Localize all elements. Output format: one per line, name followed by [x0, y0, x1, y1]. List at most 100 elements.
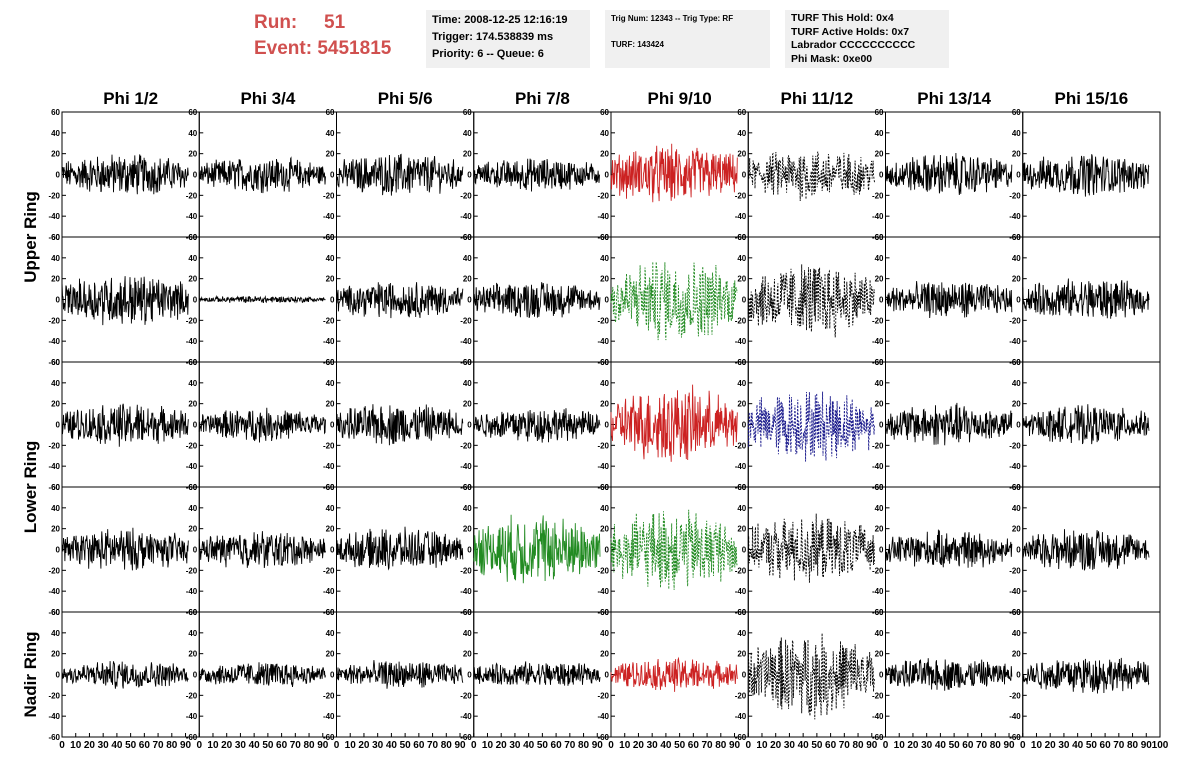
y-tick-label: -20	[872, 191, 884, 200]
y-tick-label: 20	[51, 275, 60, 284]
x-tick-label: 50	[811, 740, 823, 751]
y-tick-label: 20	[51, 150, 60, 159]
x-tick-label: 30	[921, 740, 933, 751]
x-tick-label: 50	[1086, 740, 1098, 751]
y-tick-label: 20	[326, 525, 335, 534]
y-tick-label: -20	[48, 316, 60, 325]
y-tick-label: 20	[1012, 275, 1021, 284]
x-tick-label: 90	[1141, 740, 1153, 751]
x-tick-label: 50	[125, 740, 137, 751]
y-tick-label: 60	[1012, 608, 1021, 617]
waveform-trace	[473, 514, 601, 584]
y-tick-label: 20	[600, 525, 609, 534]
y-tick-label: 0	[1016, 671, 1021, 680]
waveform-trace	[198, 531, 326, 569]
y-tick-label: 40	[600, 129, 609, 138]
y-tick-label: 40	[600, 254, 609, 263]
y-tick-label: 40	[875, 254, 884, 263]
y-tick-label: -40	[323, 712, 335, 721]
y-tick-label: -40	[597, 212, 609, 221]
y-tick-label: 20	[188, 525, 197, 534]
y-tick-label: 0	[605, 546, 610, 555]
y-tick-label: -40	[735, 212, 747, 221]
waveform-trace	[1022, 154, 1150, 197]
y-tick-label: -40	[872, 587, 884, 596]
waveform-trace	[1022, 404, 1150, 445]
y-tick-label: 0	[467, 421, 472, 430]
x-tick-label: 10	[1031, 740, 1043, 751]
y-tick-label: -20	[735, 441, 747, 450]
x-tick-label: 60	[1100, 740, 1112, 751]
x-tick-label: 30	[509, 740, 521, 751]
y-tick-label: 60	[600, 108, 609, 117]
column-title: Phi 9/10	[647, 89, 711, 108]
x-tick-label: 80	[578, 740, 590, 751]
waveform-trace	[610, 384, 738, 462]
waveform-trace	[61, 276, 189, 326]
y-tick-label: 0	[742, 171, 747, 180]
y-tick-label: 60	[463, 358, 472, 367]
y-tick-label: -60	[48, 733, 60, 742]
x-tick-label: 60	[962, 740, 974, 751]
column-title: Phi 13/14	[917, 89, 991, 108]
time-text: Time: 2008-12-25 12:16:19	[432, 14, 568, 26]
y-tick-label: 60	[188, 608, 197, 617]
y-tick-label: 60	[1012, 358, 1021, 367]
y-tick-label: 60	[51, 608, 60, 617]
y-tick-label: -20	[186, 191, 198, 200]
y-tick-label: 20	[875, 400, 884, 409]
y-tick-label: 60	[875, 483, 884, 492]
y-tick-label: -40	[735, 337, 747, 346]
x-tick-label: 80	[852, 740, 864, 751]
x-tick-label: 30	[372, 740, 384, 751]
x-tick-label: 40	[111, 740, 123, 751]
y-tick-label: -60	[735, 733, 747, 742]
y-tick-label: 40	[600, 629, 609, 638]
x-tick-label: 70	[839, 740, 851, 751]
x-tick-label: 70	[427, 740, 439, 751]
x-tick-label: 80	[441, 740, 453, 751]
y-tick-label: 40	[737, 129, 746, 138]
y-tick-label: -20	[597, 691, 609, 700]
y-tick-label: 0	[56, 671, 61, 680]
y-tick-label: -40	[597, 462, 609, 471]
y-tick-label: -60	[1009, 733, 1021, 742]
y-tick-label: 20	[737, 275, 746, 284]
y-tick-label: 20	[600, 400, 609, 409]
y-tick-label: -40	[48, 712, 60, 721]
y-tick-label: -40	[186, 212, 198, 221]
waveform-trace	[610, 143, 738, 203]
y-tick-label: 60	[188, 483, 197, 492]
y-tick-label: 60	[1012, 108, 1021, 117]
y-tick-label: 0	[879, 421, 884, 430]
y-tick-label: 20	[463, 400, 472, 409]
y-tick-label: -60	[597, 733, 609, 742]
y-tick-label: -20	[1009, 691, 1021, 700]
y-tick-label: 60	[737, 608, 746, 617]
x-tick-label: 10	[207, 740, 219, 751]
y-tick-label: 40	[875, 629, 884, 638]
y-tick-label: 20	[326, 150, 335, 159]
y-tick-label: -20	[872, 316, 884, 325]
y-tick-label: 40	[737, 379, 746, 388]
x-tick-label: 30	[1058, 740, 1070, 751]
waveform-trace	[336, 526, 464, 571]
y-tick-label: 20	[1012, 525, 1021, 534]
x-tick-label: 20	[84, 740, 96, 751]
y-tick-label: 20	[463, 650, 472, 659]
y-tick-label: 60	[326, 108, 335, 117]
x-tick-label: 50	[400, 740, 412, 751]
y-tick-label: 0	[605, 671, 610, 680]
y-tick-label: 60	[463, 233, 472, 242]
y-tick-label: 60	[463, 108, 472, 117]
x-tick-label: 40	[386, 740, 398, 751]
x-tick-label: 0	[745, 740, 751, 751]
x-tick-label: 50	[674, 740, 686, 751]
priority-text: Priority: 6 -- Queue: 6	[432, 48, 544, 60]
waveform-trace	[610, 261, 738, 341]
time-info-box: Time: 2008-12-25 12:16:19 Trigger: 174.5…	[426, 10, 590, 68]
x-tick-label: 90	[317, 740, 329, 751]
y-tick-label: -20	[48, 566, 60, 575]
y-tick-label: 20	[51, 400, 60, 409]
y-tick-label: -60	[186, 733, 198, 742]
